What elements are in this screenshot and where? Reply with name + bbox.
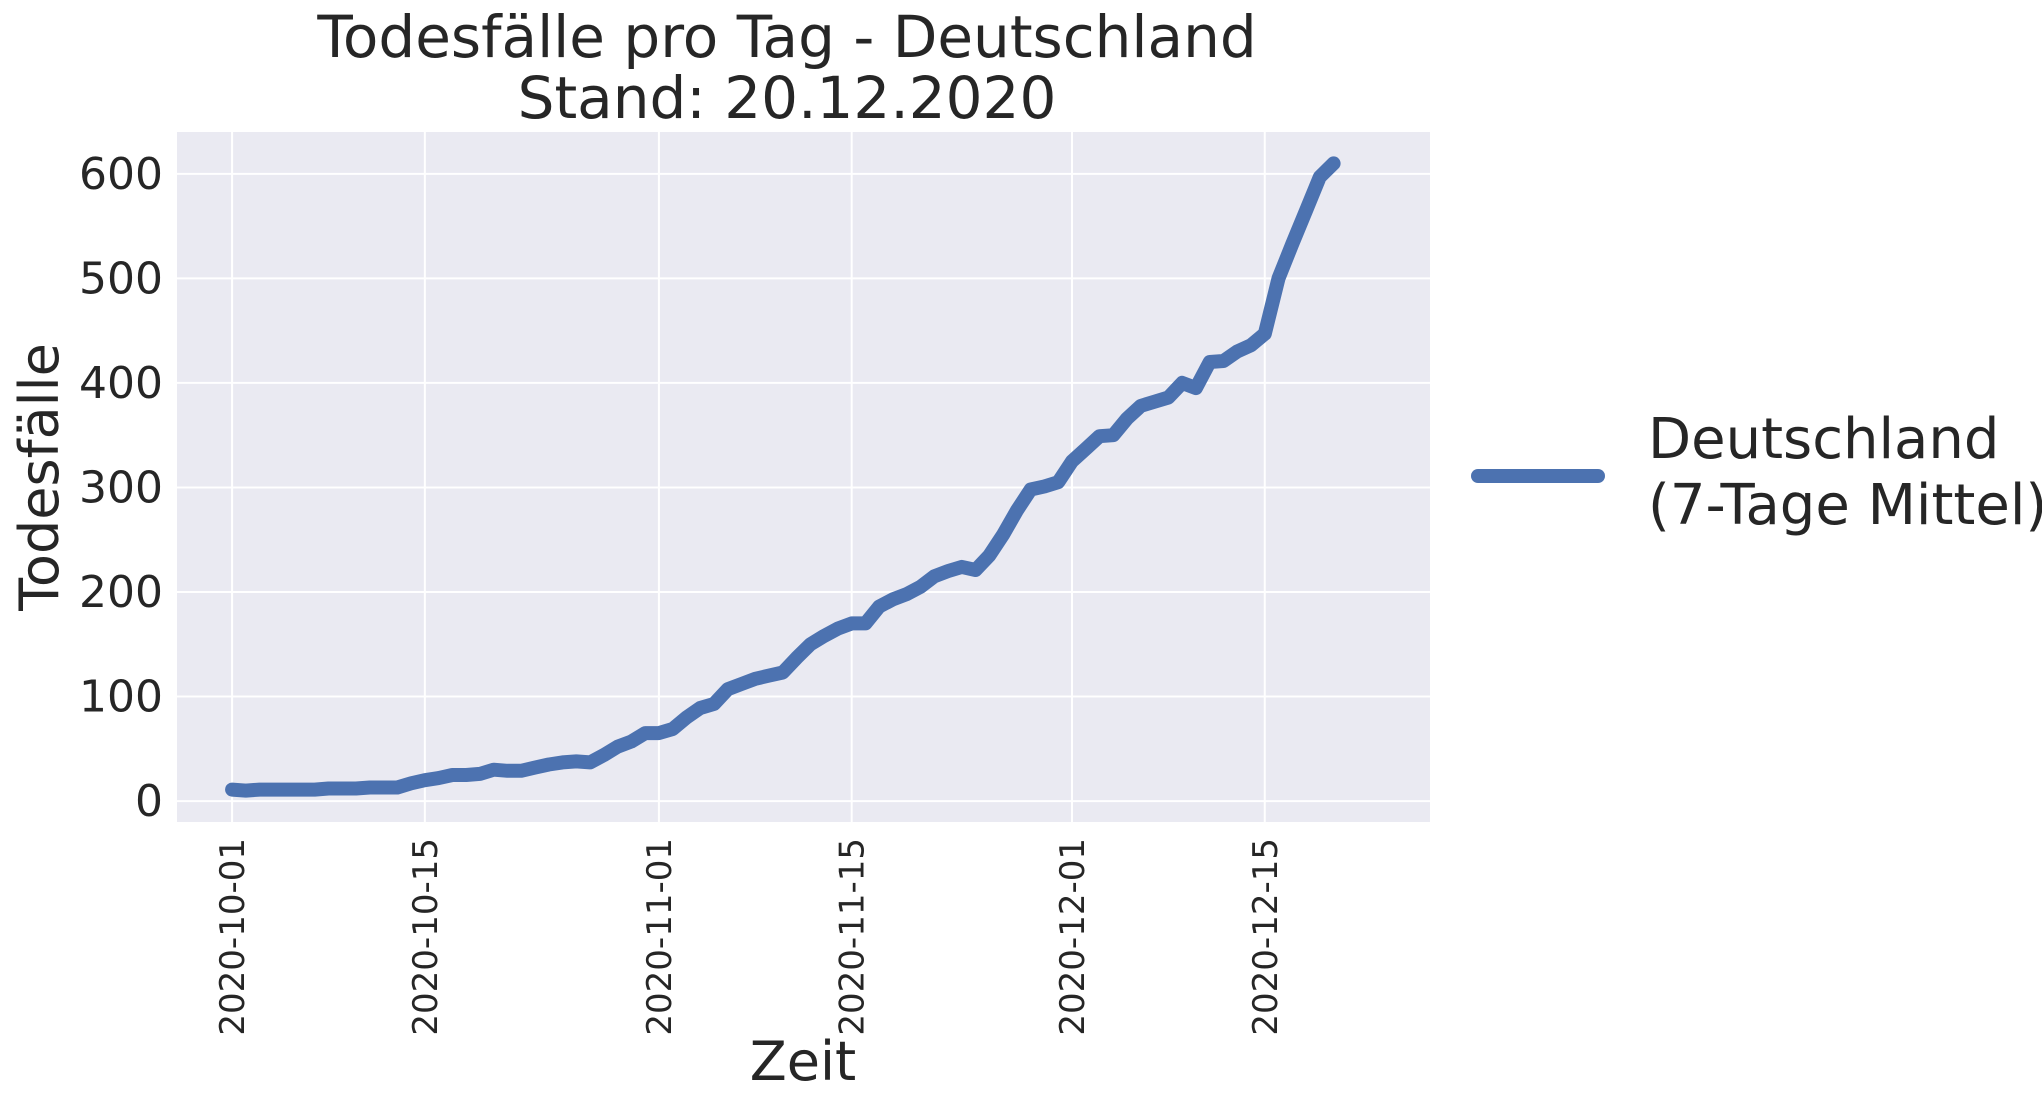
x-axis-label: Zeit [750,1030,856,1093]
y-tick-label: 300 [79,462,163,513]
legend-label-line: Deutschland [1648,407,1999,472]
y-tick-label: 200 [79,567,163,618]
series-line-deutschland [225,156,1341,798]
legend: Deutschland (7-Tage Mittel) [1471,407,2042,538]
x-tick-label: 2020-12-01 [1053,838,1093,1036]
x-tick-label: 2020-10-01 [213,838,253,1036]
x-tick-label: 2020-12-15 [1246,838,1286,1036]
x-tick-label: 2020-11-15 [833,838,873,1036]
y-tick-label: 100 [79,672,163,723]
y-tick-label: 400 [79,358,163,409]
legend-label-line: (7-Tage Mittel) [1648,473,2042,538]
x-tick-label: 2020-11-01 [640,838,680,1036]
x-tick-labels: 2020-10-01 2020-10-15 2020-11-01 2020-11-15… [213,838,1286,1036]
y-tick-label: 500 [79,253,163,304]
y-tick-labels: 0 100 200 300 400 500 600 [79,149,163,827]
x-tick-label: 2020-10-15 [406,838,446,1036]
chart-subtitle: Stand: 20.12.2020 [518,64,1057,132]
y-axis-label: Todesfälle [8,343,71,612]
chart-title: Todesfälle pro Tag - Deutschland [316,3,1256,71]
plot-area [177,132,1430,822]
y-tick-label: 0 [135,776,163,827]
grid-lines [177,132,1430,822]
legend-label-deutschland: Deutschland (7-Tage Mittel) [1648,407,2042,538]
y-tick-label: 600 [79,149,163,200]
